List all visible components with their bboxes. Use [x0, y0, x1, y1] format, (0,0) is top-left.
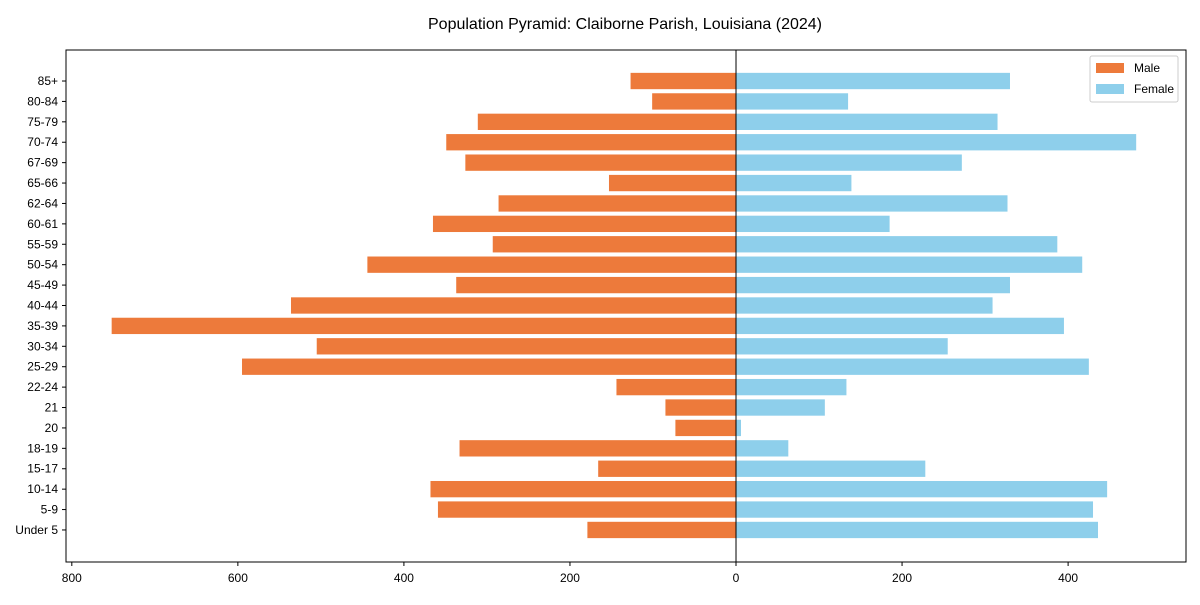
bar-female: [736, 419, 741, 437]
y-tick-label: 5-9: [41, 503, 59, 517]
bar-male: [616, 378, 737, 396]
bar-male: [290, 297, 737, 314]
y-tick-label: 70-74: [27, 135, 58, 149]
bar-female: [736, 174, 852, 192]
bar-female: [736, 256, 1083, 273]
bar-female: [736, 93, 849, 110]
bar-male: [652, 93, 737, 110]
y-tick-label: 65-66: [27, 176, 58, 190]
bar-male: [242, 358, 737, 375]
x-tick-label: 0: [733, 571, 740, 585]
y-tick-label: 22-24: [27, 380, 58, 394]
bar-male: [498, 195, 737, 212]
bar-male: [675, 419, 737, 437]
bar-male: [587, 521, 737, 539]
bar-female: [736, 480, 1108, 498]
bar-female: [736, 236, 1058, 253]
y-tick-label: Under 5: [15, 523, 58, 537]
x-tick-label: 400: [394, 571, 414, 585]
bar-female: [736, 297, 993, 314]
legend-swatch-male: [1096, 63, 1124, 73]
legend-label-female: Female: [1134, 82, 1174, 96]
bar-female: [736, 460, 926, 477]
y-tick-label: 18-19: [27, 441, 58, 455]
y-tick-label: 60-61: [27, 217, 58, 231]
bar-female: [736, 440, 789, 457]
bar-female: [736, 358, 1089, 375]
y-tick-label: 85+: [38, 74, 58, 88]
y-tick-label: 15-17: [27, 462, 58, 476]
x-tick-label: 800: [62, 571, 82, 585]
bar-male: [608, 174, 737, 192]
bar-female: [736, 276, 1010, 294]
chart-title: Population Pyramid: Claiborne Parish, Lo…: [428, 16, 822, 33]
bar-male: [665, 399, 737, 416]
bar-female: [736, 113, 998, 130]
bar-male: [432, 215, 737, 233]
legend-swatch-female: [1096, 84, 1124, 94]
bar-female: [736, 154, 962, 171]
x-tick-label: 200: [892, 571, 912, 585]
bar-male: [477, 113, 737, 130]
legend: Male Female: [1089, 55, 1179, 103]
y-tick-label: 10-14: [27, 482, 58, 496]
bar-male: [316, 338, 737, 355]
bar-female: [736, 521, 1098, 539]
bar-male: [492, 236, 737, 253]
bar-female: [736, 378, 847, 396]
y-tick-label: 45-49: [27, 278, 58, 292]
x-tick-label: 200: [560, 571, 580, 585]
y-tick-label: 75-79: [27, 115, 58, 129]
legend-label-male: Male: [1134, 61, 1160, 75]
bar-male: [111, 317, 737, 335]
y-tick-label: 30-34: [27, 339, 58, 353]
bar-female: [736, 72, 1010, 90]
y-tick-label: 67-69: [27, 156, 58, 170]
bar-female: [736, 399, 825, 416]
bar-male: [630, 72, 737, 90]
y-tick-label: 35-39: [27, 319, 58, 333]
y-tick-label: 25-29: [27, 360, 58, 374]
bar-female: [736, 195, 1008, 212]
bar-male: [367, 256, 737, 273]
bar-male: [456, 276, 737, 294]
plot-frame: [65, 49, 1187, 563]
bar-female: [736, 215, 890, 233]
bar-female: [736, 501, 1094, 518]
y-tick-label: 21: [45, 401, 59, 415]
x-tick-label: 400: [1058, 571, 1078, 585]
y-tick-label: 40-44: [27, 298, 58, 312]
y-tick-label: 20: [45, 421, 59, 435]
y-tick-label: 62-64: [27, 196, 58, 210]
bar-male: [459, 440, 737, 457]
bar-female: [736, 338, 948, 355]
bar-female: [736, 134, 1137, 151]
y-tick-label: 50-54: [27, 258, 58, 272]
bar-male: [465, 154, 737, 171]
x-tick-label: 600: [228, 571, 248, 585]
y-tick-label: 80-84: [27, 94, 58, 108]
bar-male: [437, 501, 737, 518]
bar-male: [446, 134, 737, 151]
bar-male: [598, 460, 737, 477]
y-tick-label: 55-59: [27, 237, 58, 251]
bar-female: [736, 317, 1064, 335]
bar-male: [430, 480, 737, 498]
